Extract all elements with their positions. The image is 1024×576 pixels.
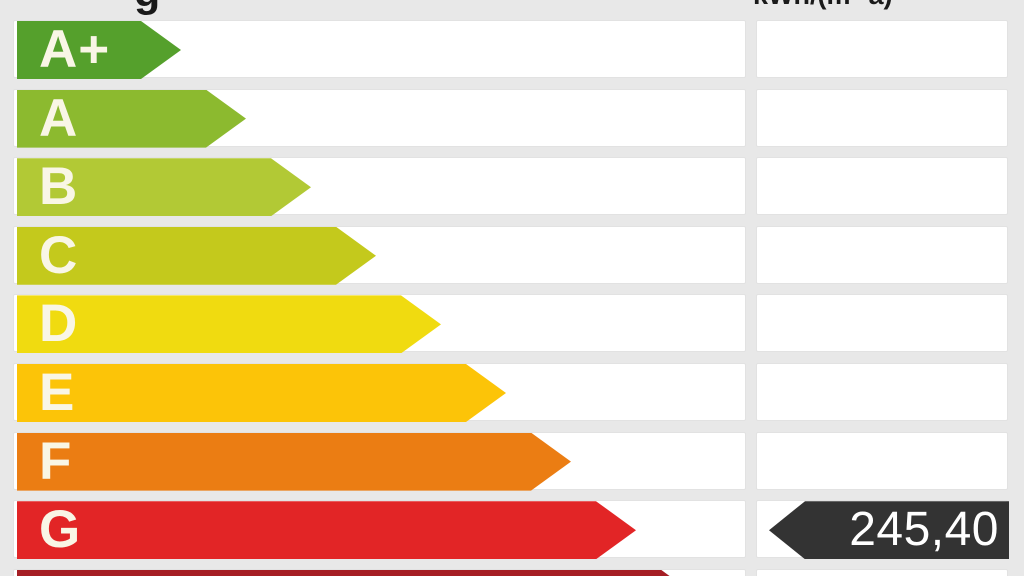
rating-arrow-bar: G (17, 501, 636, 559)
rating-grade-label: C (39, 225, 79, 285)
rating-row-clipped (13, 568, 1008, 576)
rating-row-b: B (13, 157, 1008, 215)
rating-value-cell (756, 225, 1008, 284)
rating-grade-label: A+ (39, 20, 111, 79)
rating-track-cell: E (13, 363, 746, 421)
rating-row-aplus: A+ (13, 20, 1008, 78)
rating-grade-label: A (39, 88, 79, 148)
rating-track-cell: G (13, 500, 746, 558)
rating-track-cell: B (13, 157, 746, 215)
rating-track-cell: D (13, 294, 746, 352)
rating-track-cell: F (13, 431, 746, 491)
rating-row-a: A (13, 88, 1008, 148)
rating-value-cell (756, 568, 1008, 576)
rating-arrow-bar: D (17, 295, 441, 353)
rating-track-cell: A+ (13, 20, 746, 78)
rating-arrow-bar: A+ (17, 21, 181, 79)
rating-value-cell (756, 88, 1008, 147)
rating-value-cell (756, 157, 1008, 216)
rating-arrow-bar: E (17, 364, 506, 422)
unit-label: kWh/(m²·a) (753, 0, 892, 11)
rating-value-cell (756, 20, 1008, 78)
rating-grade-label: F (39, 431, 73, 491)
rating-arrow-bar (17, 570, 701, 576)
rating-value-cell (756, 294, 1008, 353)
rating-grade-label: E (39, 363, 76, 422)
rating-arrow-bar: F (17, 433, 571, 491)
rating-grade-label: B (39, 157, 79, 217)
value-badge: 245,40 (769, 501, 1009, 560)
rating-grade-label: D (39, 294, 79, 354)
rating-track-cell: A (13, 88, 746, 148)
rating-arrow-bar: B (17, 158, 311, 216)
page-title-fragment: g (134, 0, 160, 14)
rating-value-cell: 245,40 (756, 500, 1009, 560)
rating-row-g: G 245,40 (13, 500, 1009, 560)
rating-arrow-bar: A (17, 90, 246, 148)
rating-row-d: D (13, 294, 1008, 352)
rating-row-c: C (13, 225, 1008, 285)
rating-row-f: F (13, 431, 1008, 491)
rating-grade-label: G (39, 500, 82, 560)
value-badge-text: 245,40 (849, 503, 999, 557)
rating-row-e: E (13, 363, 1008, 421)
rating-value-cell (756, 431, 1008, 490)
rating-arrow-bar: C (17, 227, 376, 285)
rating-track-cell: C (13, 225, 746, 285)
rating-track-cell (13, 568, 746, 576)
rating-value-cell (756, 363, 1008, 421)
